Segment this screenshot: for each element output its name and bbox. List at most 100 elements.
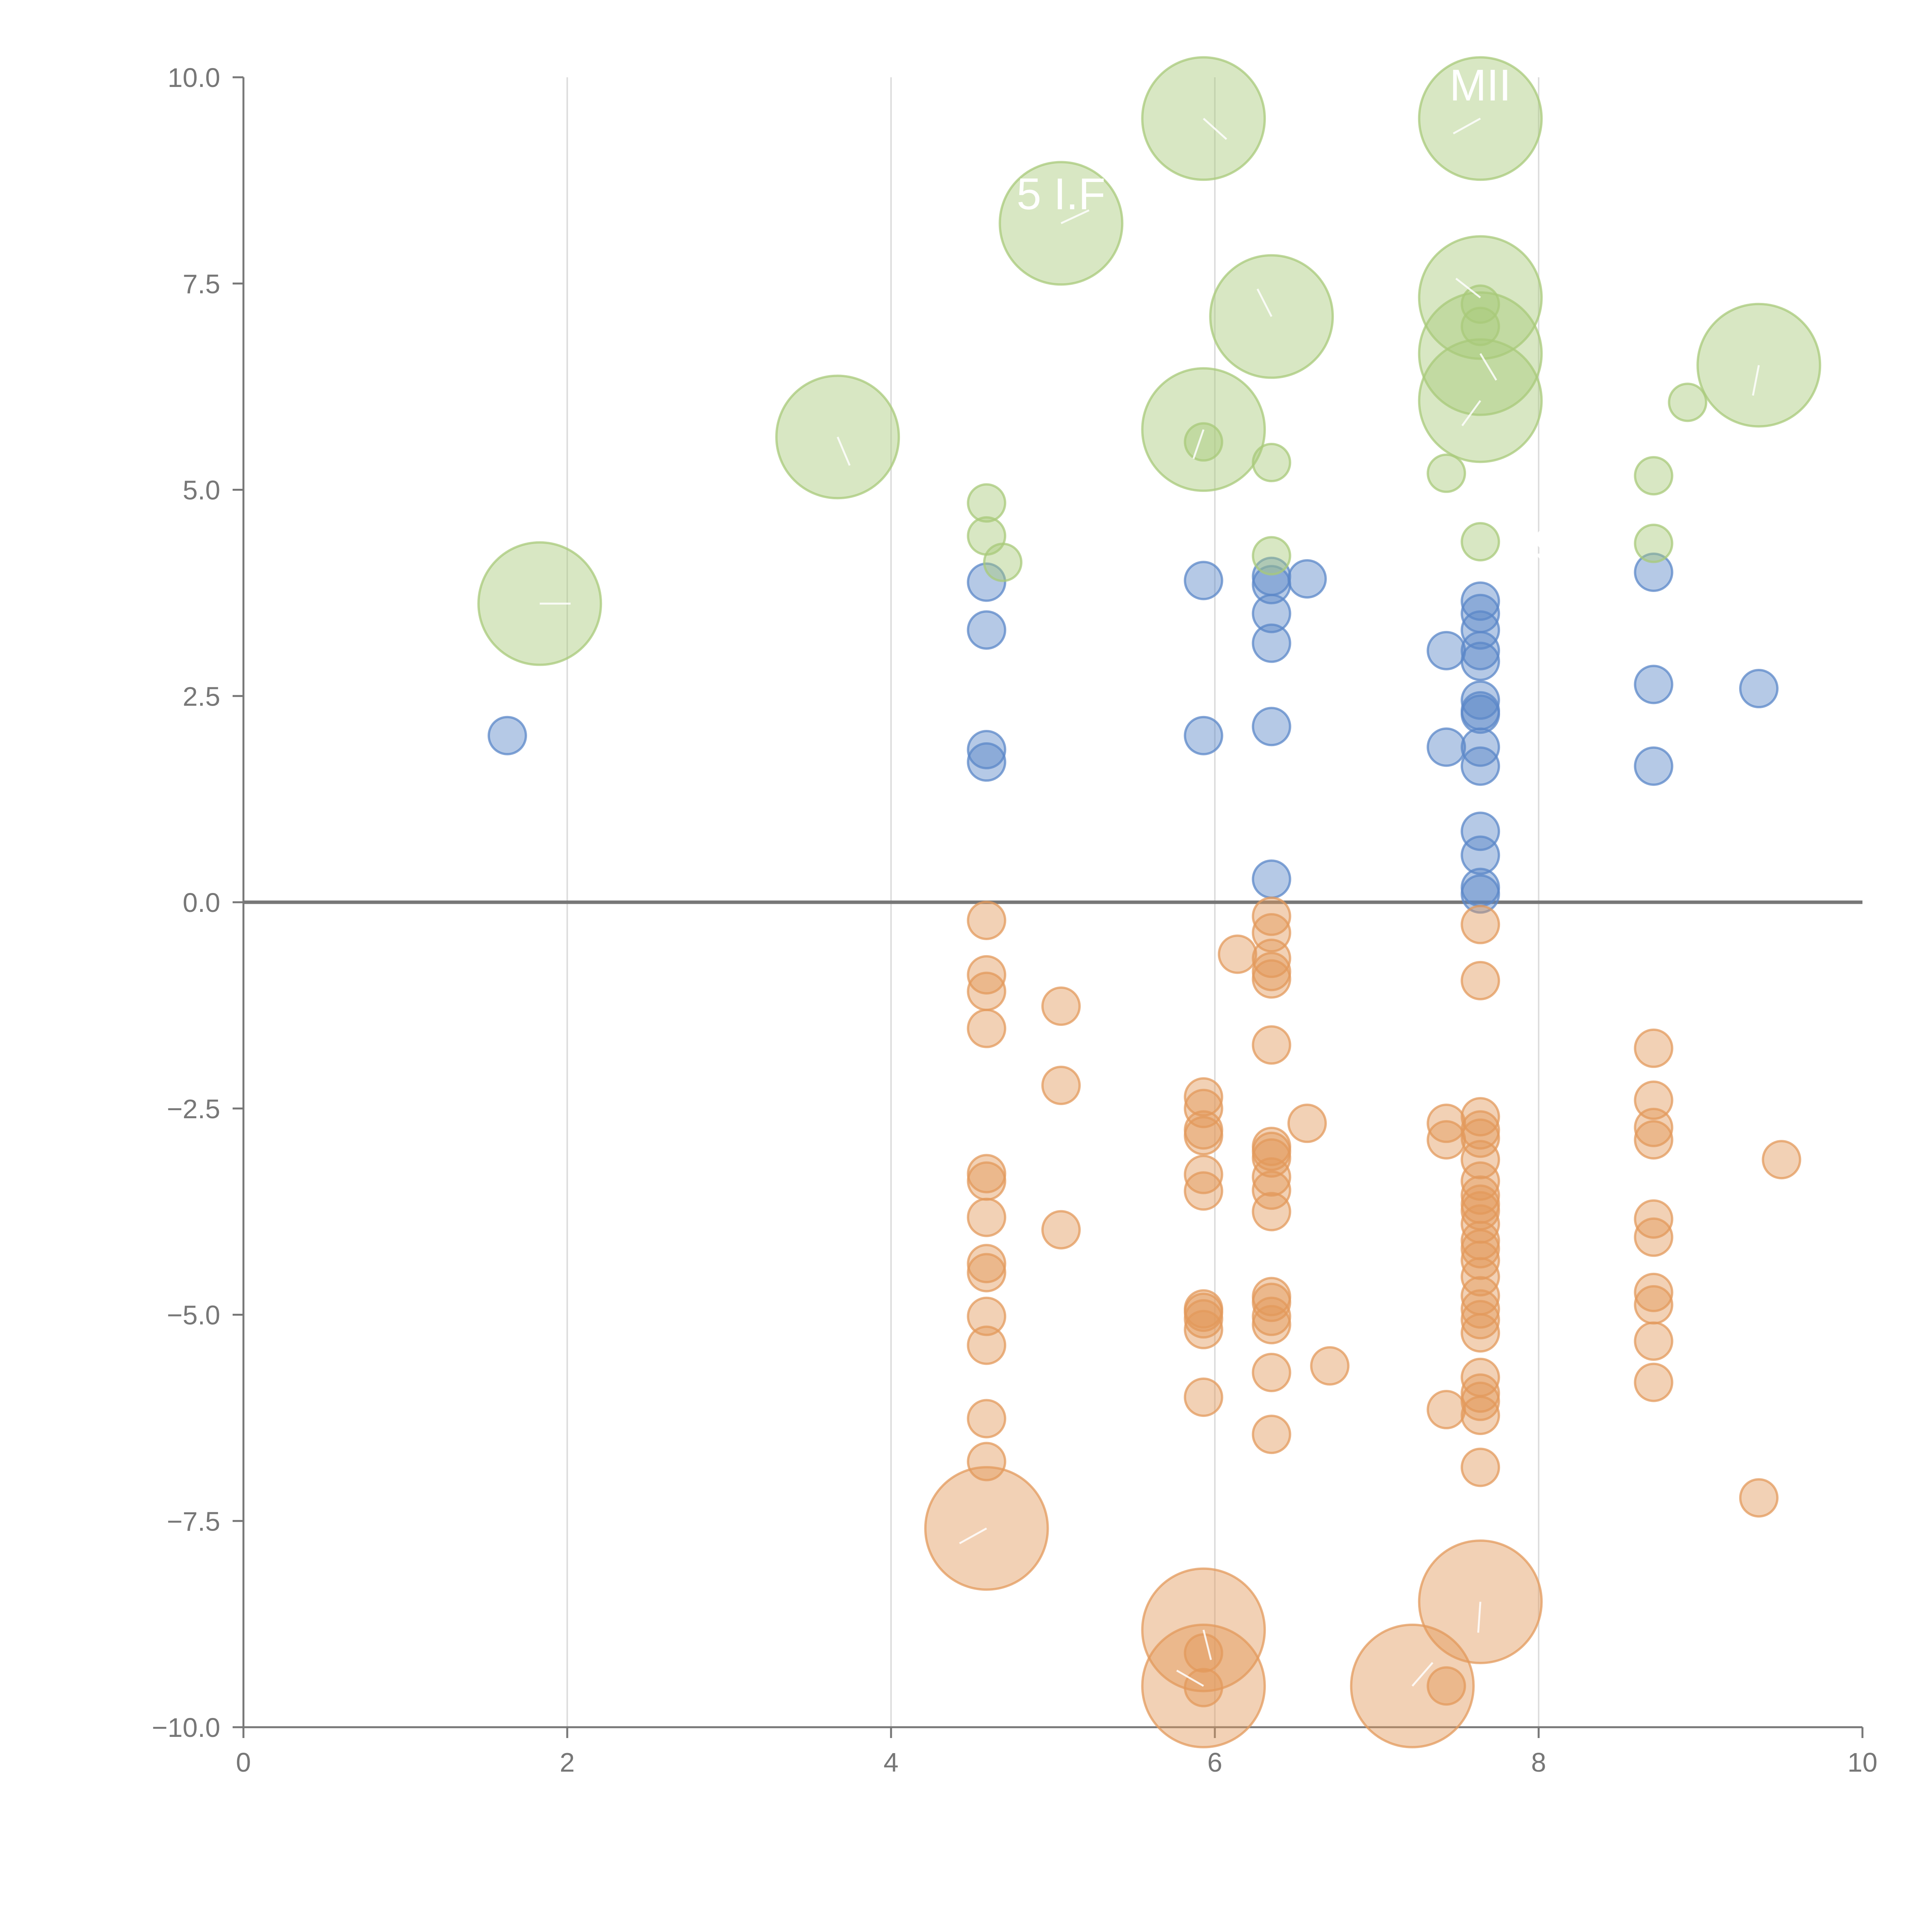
- orange-bubble: [1461, 1313, 1500, 1353]
- blue-bubble: [1427, 727, 1466, 767]
- orange-bubble: [967, 1253, 1007, 1293]
- orange-bubble: [1634, 1321, 1673, 1361]
- green-bubble: [1461, 284, 1500, 324]
- orange-bubble: [1184, 1116, 1223, 1156]
- blue-bubble: [1184, 716, 1223, 755]
- orange-bubble: [1634, 1028, 1673, 1068]
- x-tick-label: 10: [1847, 1747, 1878, 1777]
- y-tick-label: 2.5: [183, 681, 220, 711]
- blue-bubble: [1252, 594, 1291, 633]
- orange-bubble: [1184, 1171, 1223, 1211]
- callout-leader: [1480, 353, 1497, 381]
- orange-bubble: [1252, 1296, 1291, 1336]
- callout-leader: [1461, 400, 1481, 427]
- x-tick-label: 0: [236, 1747, 251, 1777]
- orange-bubble: [1252, 1192, 1291, 1231]
- callout-label: 9 M: [1534, 520, 1608, 570]
- green-bubble: [1634, 456, 1673, 496]
- green-bubble: [967, 483, 1007, 523]
- y-tick-label: −5.0: [167, 1300, 220, 1330]
- orange-bubble: [1461, 1140, 1500, 1180]
- orange-bubble: [1461, 1097, 1500, 1137]
- green-bubble: [1184, 422, 1223, 462]
- blue-bubble: [1252, 707, 1291, 747]
- orange-bubble: [1184, 1077, 1223, 1117]
- orange-bubble: [1041, 1210, 1081, 1250]
- blue-bubble: [1461, 610, 1500, 650]
- orange-bubble: [1287, 1104, 1327, 1143]
- orange-bubble: [967, 1009, 1007, 1048]
- orange-bubble: [1634, 1362, 1673, 1402]
- callout-leader: [1176, 1670, 1204, 1687]
- orange-bubble: [1461, 1161, 1500, 1201]
- orange-bubble: [1634, 1272, 1673, 1312]
- blue-bubble: [1461, 694, 1500, 734]
- orange-bubble: [967, 1399, 1007, 1439]
- orange-bubble: [1762, 1140, 1801, 1180]
- callout-leader: [1752, 365, 1760, 396]
- callout-leader: [1477, 1602, 1481, 1633]
- orange-bubble: [1252, 1170, 1291, 1210]
- orange-bubble: [967, 1161, 1007, 1201]
- orange-bubble: [967, 1296, 1007, 1336]
- orange-bubble: [1461, 1300, 1500, 1340]
- green-bubble: [1461, 306, 1500, 346]
- orange-bubble: [1461, 1175, 1500, 1215]
- blue-bubble: [1739, 669, 1779, 709]
- orange-bubble: [1252, 1415, 1291, 1454]
- green-bubble: [1252, 443, 1291, 483]
- green-bubble: [1634, 524, 1673, 563]
- blue-bubble: [1427, 631, 1466, 670]
- orange-bubble: [1252, 1352, 1291, 1392]
- blue-bubble: [1461, 581, 1500, 621]
- orange-bubble: [1252, 959, 1291, 999]
- blue-bubble: [1634, 665, 1673, 704]
- blue-bubble: [967, 742, 1007, 782]
- orange-bubble: [967, 1442, 1007, 1481]
- axes: [242, 77, 1862, 1728]
- orange-bubble: [1218, 934, 1257, 974]
- callout-leader: [1455, 277, 1481, 299]
- orange-bubble: [1427, 1104, 1466, 1143]
- blue-bubble: [1252, 859, 1291, 899]
- orange-bubble: [1184, 1378, 1223, 1417]
- blue-bubble: [1461, 680, 1500, 720]
- callout-leader: [1257, 288, 1272, 317]
- x-tick-label: 4: [884, 1747, 899, 1777]
- orange-bubble: [1461, 1381, 1500, 1421]
- orange-bubble: [1041, 1065, 1081, 1105]
- blue-bubble: [1634, 553, 1673, 592]
- callout-leader: [1412, 1662, 1434, 1687]
- green-bubble: [1427, 453, 1466, 493]
- callout-leader: [1452, 117, 1481, 134]
- orange-bubble: [1461, 1395, 1500, 1435]
- callout-leader: [959, 1527, 987, 1544]
- orange-bubble: [1461, 905, 1500, 944]
- blue-bubble: [1461, 835, 1500, 875]
- x-tick-label: 2: [560, 1747, 575, 1777]
- green-bubble: [1252, 536, 1291, 576]
- orange-bubble: [1634, 1120, 1673, 1160]
- orange-bubble: [1184, 1088, 1223, 1128]
- callout-label: MII: [1449, 61, 1511, 110]
- orange-bubble: [1427, 1390, 1466, 1430]
- y-tick-label: 0.0: [183, 888, 220, 918]
- orange-bubble: [1184, 1310, 1223, 1349]
- green-bubble: [983, 543, 1023, 582]
- blue-bubble: [967, 610, 1007, 650]
- orange-bubble: [1252, 1157, 1291, 1197]
- orange-bubble: [967, 1325, 1007, 1365]
- orange-bubble: [1252, 1025, 1291, 1065]
- orange-bubble: [967, 955, 1007, 995]
- green-bubble: [1696, 303, 1821, 428]
- orange-bubble: [967, 1197, 1007, 1237]
- blue-bubble: [487, 716, 527, 755]
- x-tick-label: 6: [1208, 1747, 1223, 1777]
- orange-bubble: [1252, 1282, 1291, 1322]
- blue-bubble: [1461, 874, 1500, 914]
- green-bubble: [1668, 383, 1708, 422]
- orange-bubble: [1252, 896, 1291, 936]
- green-bubble: [1418, 235, 1543, 360]
- orange-bubble: [1461, 961, 1500, 1000]
- callout-leader: [1202, 1629, 1212, 1660]
